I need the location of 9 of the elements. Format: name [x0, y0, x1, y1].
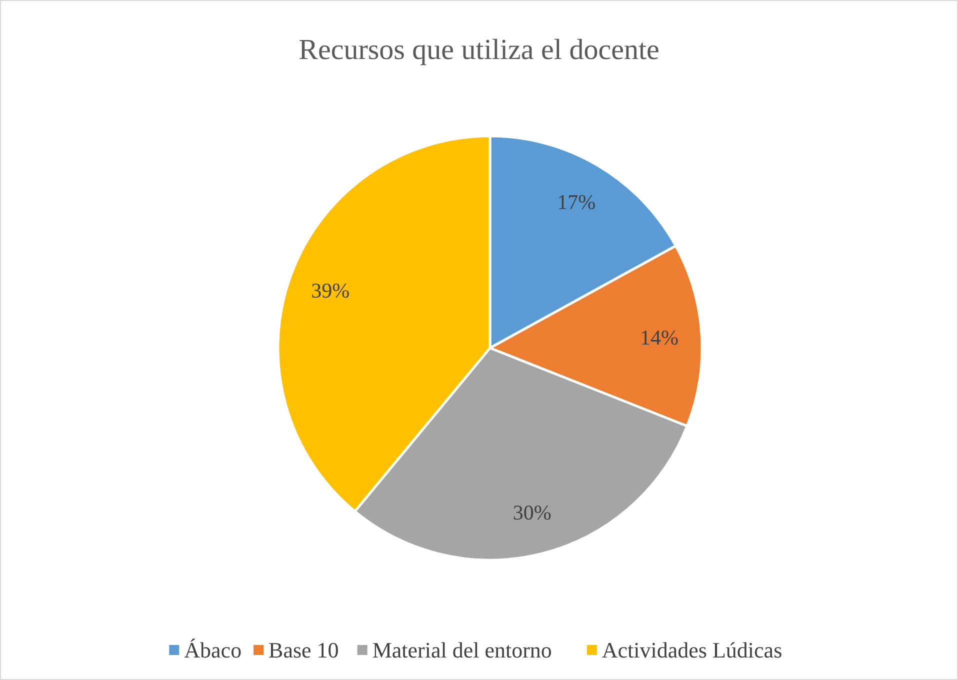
data-label: 14% — [640, 325, 679, 350]
chart-title: Recursos que utiliza el docente — [298, 34, 660, 66]
data-label: 30% — [512, 500, 552, 524]
legend-label: Material del entorno — [372, 638, 552, 662]
legend-label: Actividades Lúdicas — [602, 638, 782, 662]
legend-label: Ábaco — [184, 638, 242, 662]
data-label: 39% — [311, 278, 350, 303]
legend-label: Base 10 — [268, 638, 339, 662]
data-label: 17% — [557, 190, 596, 214]
